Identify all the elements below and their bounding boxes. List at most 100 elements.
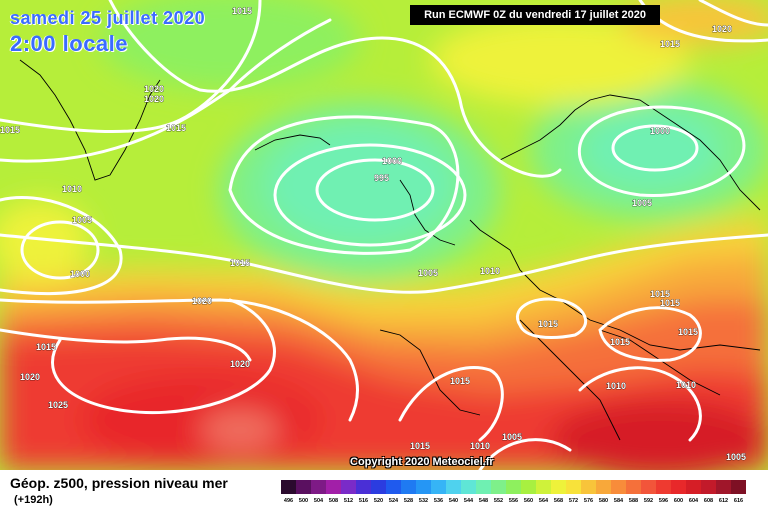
scale-swatch	[596, 480, 611, 494]
scale-swatch	[506, 480, 521, 494]
isobar-label: 1015	[410, 441, 430, 451]
map-panel: 1015 1020 1020 1015 1015 1010 1005 1000 …	[0, 0, 768, 470]
scale-swatch	[521, 480, 536, 494]
isobar-label: 1015	[450, 376, 470, 386]
scale-swatch	[611, 480, 626, 494]
scale-swatch	[716, 480, 731, 494]
isobar-label: 1015	[36, 342, 56, 352]
scale-swatch	[686, 480, 701, 494]
scale-label: 584	[611, 495, 626, 507]
scale-label: 504	[311, 495, 326, 507]
scale-label: 556	[506, 495, 521, 507]
isobar-label: 1010	[62, 184, 82, 194]
isobar-label: 1010	[480, 266, 500, 276]
isobar-label: 1015	[538, 319, 558, 329]
scale-label: 496	[281, 495, 296, 507]
model-run-label: Run ECMWF 0Z du vendredi 17 juillet 2020	[410, 5, 660, 25]
scale-swatch	[566, 480, 581, 494]
forecast-date: samedi 25 juillet 2020	[10, 8, 206, 28]
scale-swatch	[626, 480, 641, 494]
isobar-label: 1010	[676, 380, 696, 390]
isobar-label: 1005	[72, 215, 92, 225]
scale-swatch	[371, 480, 386, 494]
isobar-label: 1015	[650, 289, 670, 299]
isobar-label: 1015	[660, 298, 680, 308]
isobar-label: 1020	[144, 94, 164, 104]
scale-swatch	[311, 480, 326, 494]
isobar-label: 1015	[232, 6, 252, 16]
scale-label: 564	[536, 495, 551, 507]
isobar-label: 1015	[230, 258, 250, 268]
isobar-label: 1010	[606, 381, 626, 391]
scale-swatch	[701, 480, 716, 494]
scale-label: 616	[731, 495, 746, 507]
isobar-label: 1020	[192, 296, 212, 306]
scale-swatch	[581, 480, 596, 494]
scale-label: 576	[581, 495, 596, 507]
scale-swatch	[641, 480, 656, 494]
scale-label: 536	[431, 495, 446, 507]
isobar-label: 1020	[230, 359, 250, 369]
scale-label: 604	[686, 495, 701, 507]
color-scale-labels: 496 500 504 508 512 516 520 524 528 532 536 540 544 5…	[281, 495, 746, 507]
isobar-label: 1005	[502, 432, 522, 442]
geopotential-map: 1015 1020 1020 1015 1015 1010 1005 1000 …	[0, 0, 768, 470]
isobar-label: 1005	[632, 198, 652, 208]
scale-swatch	[356, 480, 371, 494]
scale-swatch	[431, 480, 446, 494]
scale-label: 548	[476, 495, 491, 507]
scale-label: 544	[461, 495, 476, 507]
scale-label: 572	[566, 495, 581, 507]
isobar-label: 995	[374, 173, 389, 183]
scale-label: 516	[356, 495, 371, 507]
scale-label: 512	[341, 495, 356, 507]
scale-swatch	[551, 480, 566, 494]
scale-label: 592	[641, 495, 656, 507]
isobar-label: 1015	[610, 337, 630, 347]
scale-swatch	[491, 480, 506, 494]
scale-swatch	[296, 480, 311, 494]
scale-swatch	[731, 480, 746, 494]
scale-label: 520	[371, 495, 386, 507]
scale-label: 528	[401, 495, 416, 507]
scale-label: 500	[296, 495, 311, 507]
isobar-label: 1005	[418, 268, 438, 278]
scale-swatch	[446, 480, 461, 494]
isobar-label: 1020	[20, 372, 40, 382]
isobar-label: 1000	[650, 126, 670, 136]
isobar-label: 1015	[0, 125, 20, 135]
scale-label: 560	[521, 495, 536, 507]
isobar-label: 1015	[166, 123, 186, 133]
scale-swatch	[341, 480, 356, 494]
isobar-label: 1010	[470, 441, 490, 451]
isobar-label: 1000	[70, 269, 90, 279]
scale-label: 588	[626, 495, 641, 507]
legend-title: Géop. z500, pression niveau mer	[10, 475, 228, 491]
scale-swatch	[656, 480, 671, 494]
copyright-notice: Copyright 2020 Meteociel.fr	[350, 456, 494, 468]
color-scale: 496 500 504 508 512 516 520 524 528 532 536 540 544 5…	[281, 480, 746, 507]
isobar-label: 1015	[678, 327, 698, 337]
scale-label: 612	[716, 495, 731, 507]
isobar-labels: 1015 1020 1020 1015 1015 1010 1005 1000 …	[0, 6, 746, 463]
isobar-label: 1025	[48, 400, 68, 410]
scale-swatch	[401, 480, 416, 494]
scale-label: 580	[596, 495, 611, 507]
isobar-label: 1005	[726, 452, 746, 462]
scale-swatch	[386, 480, 401, 494]
scale-swatch	[476, 480, 491, 494]
isobar-label: 1000	[382, 156, 402, 166]
forecast-lead-time: (+192h)	[14, 494, 53, 506]
isobar-label: 1020	[144, 84, 164, 94]
scale-label: 600	[671, 495, 686, 507]
isobar-label: 1020	[712, 24, 732, 34]
scale-label: 608	[701, 495, 716, 507]
scale-label: 540	[446, 495, 461, 507]
forecast-time: 2:00 locale	[10, 31, 129, 56]
z500-fill-field	[0, 0, 768, 470]
scale-label: 552	[491, 495, 506, 507]
scale-swatch	[281, 480, 296, 494]
scale-swatch	[536, 480, 551, 494]
scale-label: 532	[416, 495, 431, 507]
